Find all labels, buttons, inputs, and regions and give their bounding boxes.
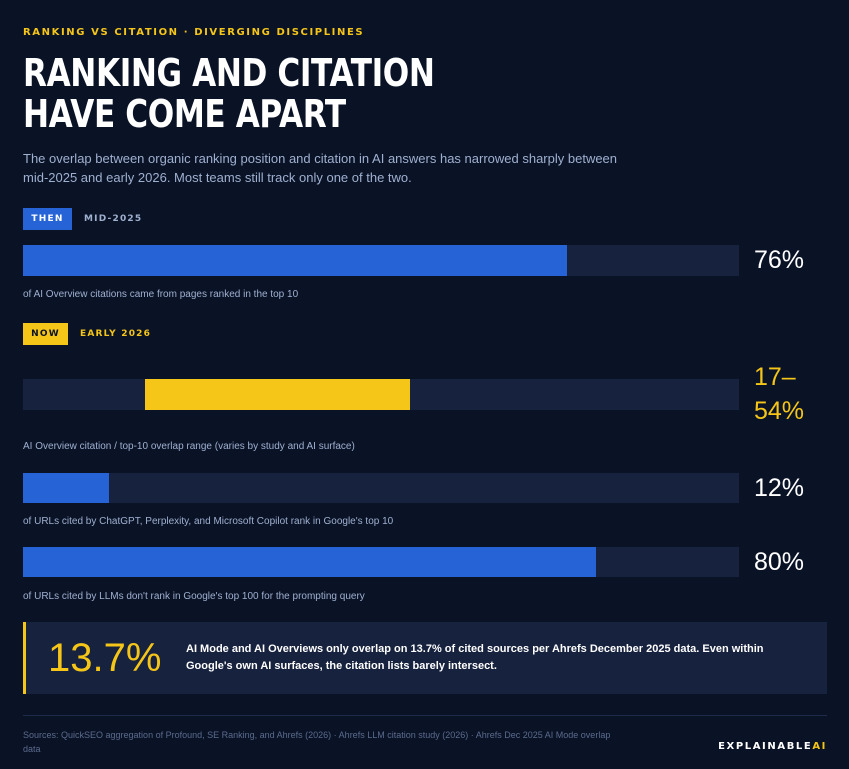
brand-part-1: EXPLAINABLE <box>718 741 813 752</box>
callout-value: 13.7% <box>48 636 162 680</box>
sources-note: Sources: QuickSEO aggregation of Profoun… <box>23 730 611 754</box>
subtitle: The overlap between organic ranking posi… <box>23 151 618 185</box>
bar-value-range-line-1: 17– <box>754 363 796 391</box>
brand-part-2: AI <box>812 741 827 752</box>
then-tag: THEN <box>23 208 72 230</box>
bar-track-range <box>23 379 739 410</box>
bar-caption-then: of AI Overview citations came from pages… <box>23 289 299 300</box>
now-period: EARLY 2026 <box>80 329 152 339</box>
callout-text: AI Mode and AI Overviews only overlap on… <box>186 643 764 672</box>
now-tag: NOW <box>23 323 68 345</box>
footer-divider <box>23 715 827 716</box>
eyebrow-label: RANKING VS CITATION · DIVERGING DISCIPLI… <box>23 27 365 38</box>
bar-value-llm-top100: 80% <box>754 548 805 576</box>
bar-caption-range: AI Overview citation / top-10 overlap ra… <box>23 441 355 452</box>
bar-caption-llm-top10: of URLs cited by ChatGPT, Perplexity, an… <box>23 516 394 527</box>
bar-value-range-line-2: 54% <box>754 397 805 425</box>
bar-track-llm-top100 <box>23 547 739 577</box>
title-line-2: HAVE COME APART <box>23 92 346 136</box>
bar-value-llm-top10: 12% <box>754 474 805 502</box>
bar-caption-llm-top100: of URLs cited by LLMs don't rank in Goog… <box>23 591 365 602</box>
title-line-1: RANKING AND CITATION <box>23 51 435 95</box>
bar-fill-llm-top10 <box>23 473 109 503</box>
bar-fill-range <box>144 379 410 410</box>
bar-track-then <box>23 245 739 276</box>
brand-logo: EXPLAINABLEAI <box>718 741 827 752</box>
bar-fill-llm-top100 <box>23 547 596 577</box>
page-title: RANKING AND CITATION HAVE COME APART <box>23 53 435 135</box>
callout-box: 13.7% AI Mode and AI Overviews only over… <box>23 622 827 694</box>
bar-track-llm-top10 <box>23 473 739 503</box>
bar-fill-then <box>23 245 568 276</box>
then-period: MID-2025 <box>84 214 143 224</box>
bar-value-then: 76% <box>754 246 805 274</box>
bar-value-range: 17– 54% <box>754 360 804 428</box>
